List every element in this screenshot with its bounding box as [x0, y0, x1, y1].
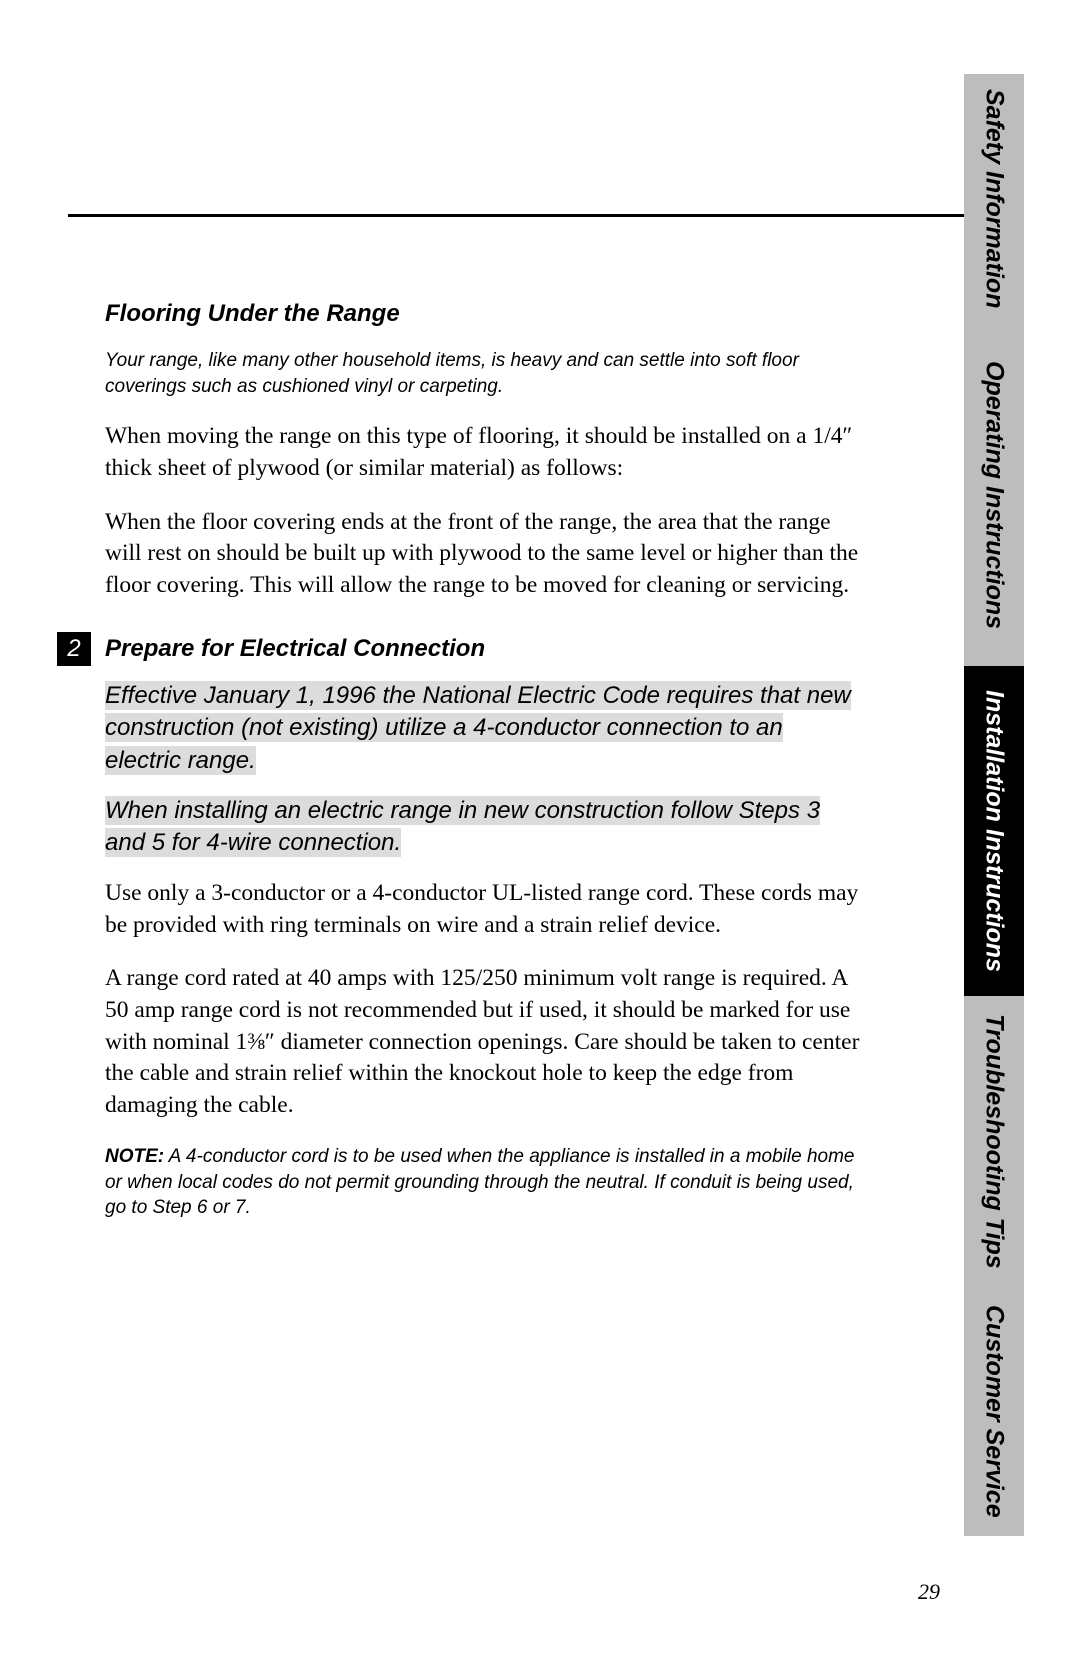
flooring-intro: Your range, like many other household it… — [105, 348, 865, 399]
electrical-heading: Prepare for Electrical Connection — [105, 632, 485, 663]
step-number-badge: 2 — [57, 632, 91, 666]
flooring-para-1: When moving the range on this type of fl… — [105, 421, 865, 484]
main-content: Flooring Under the Range Your range, lik… — [105, 300, 865, 1221]
tab-safety-information[interactable]: Safety Information — [964, 74, 1024, 324]
document-page: Flooring Under the Range Your range, lik… — [0, 0, 1080, 1669]
side-tab-strip: Safety Information Operating Instruction… — [964, 74, 1024, 1536]
note-text: A 4-conductor cord is to be used when th… — [105, 1146, 855, 1218]
flooring-heading: Flooring Under the Range — [105, 300, 865, 328]
electrical-highlight-1: Effective January 1, 1996 the National E… — [105, 680, 865, 777]
tab-operating-instructions[interactable]: Operating Instructions — [964, 324, 1024, 666]
page-number: 29 — [918, 1579, 940, 1605]
flooring-para-2: When the floor covering ends at the fron… — [105, 507, 865, 602]
tab-installation-instructions[interactable]: Installation Instructions — [964, 666, 1024, 996]
step-2-row: 2 Prepare for Electrical Connection — [105, 632, 865, 666]
highlight-text-2: When installing an electric range in new… — [105, 796, 820, 857]
electrical-highlight-2: When installing an electric range in new… — [105, 795, 865, 860]
highlight-text-1: Effective January 1, 1996 the National E… — [105, 681, 851, 775]
electrical-para-1: Use only a 3-conductor or a 4-conductor … — [105, 878, 865, 941]
tab-customer-service[interactable]: Customer Service — [964, 1286, 1024, 1536]
electrical-note: NOTE: A 4-conductor cord is to be used w… — [105, 1144, 865, 1221]
note-label: NOTE: — [105, 1146, 164, 1167]
horizontal-rule — [68, 214, 966, 217]
tab-troubleshooting-tips[interactable]: Troubleshooting Tips — [964, 996, 1024, 1286]
electrical-para-2: A range cord rated at 40 amps with 125/2… — [105, 963, 865, 1122]
